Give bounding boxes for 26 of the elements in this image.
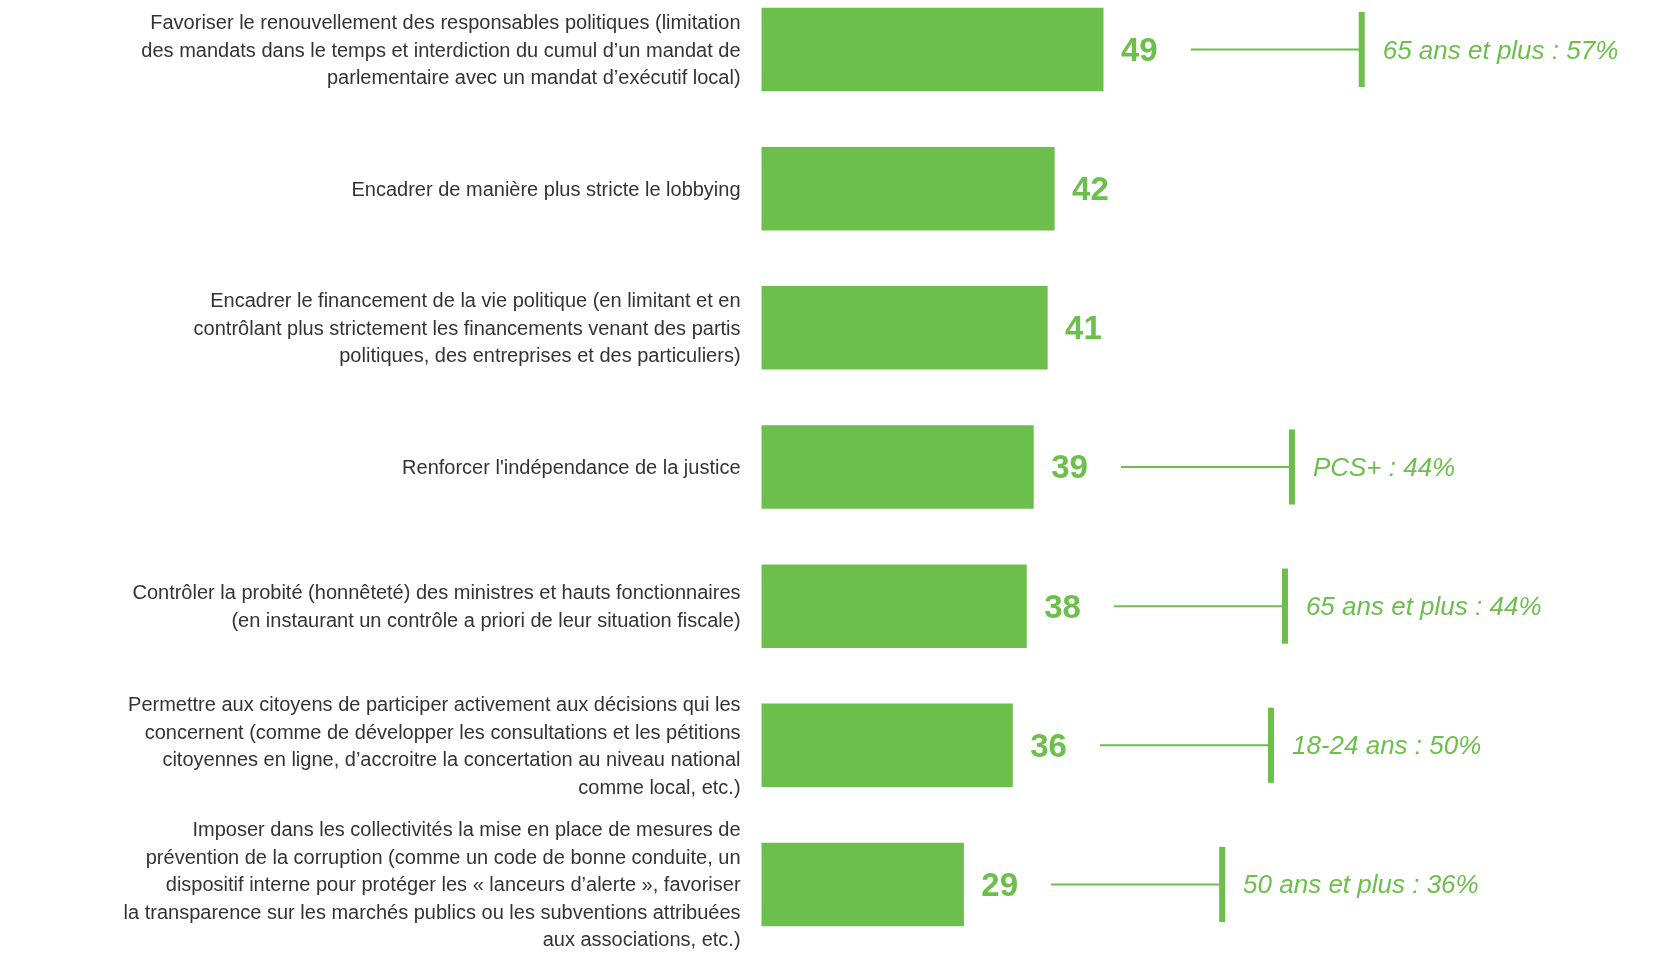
bar [761,7,1104,92]
data-label: 29 [981,865,1019,903]
data-label: 38 [1044,587,1081,625]
y-tick-label: Renforcer l'indépendance de la justice [402,455,741,478]
bar [761,842,964,927]
bar [761,146,1055,231]
text: PCS+ : 44% [1312,451,1456,482]
y-tick-label: Encadrer de manière plus stricte le lobbying [351,177,741,200]
text: 65 ans et plus : 44% [1305,591,1542,622]
bar [761,286,1048,370]
text: 50 ans et plus : 36% [1243,869,1479,900]
y-tick-label: Encadrer le financement de la vie politique (en limitant et en contrôlant plus strictement les financements venant des partis politiques, des entreprises et des particuliers) [193,289,741,367]
bar [761,425,1034,509]
bar [761,564,1027,648]
y-tick-label: Contrôler la probité (honnêteté) des ministres et hauts fonctionnaires (en instaurant un contrôle a priori de leur situation fiscale) [132,581,741,631]
y-tick-label: Permettre aux citoyens de participer activement aux décisions qui les concernent (comme de développer les consultations et les pétitions citoyennes en ligne, d’accroitre la concertation au niveau national comme local, etc.) [128,693,741,798]
y-tick-label: Favoriser le renouvellement des responsables politiques (limitation des mandats dans le temps et interdiction du cumul d’un mandat de parlementaire avec un mandat d’exécutif local) [141,11,741,89]
data-label: 49 [1120,31,1158,69]
bar [761,703,1013,788]
data-label: 41 [1065,309,1102,347]
text: 18-24 ans : 50% [1291,730,1482,761]
data-label: 42 [1072,170,1109,208]
data-label: 39 [1051,448,1088,486]
data-label: 36 [1030,726,1067,764]
y-tick-label: Imposer dans les collectivités la mise en place de mesures de prévention de la corruption (comme un code de bonne conduite, un dispositif interne pour protéger les « lanceurs d’alerte », favoriser la transparence sur les marchés publics ou les subventions attribuées aux associations, etc.) [123,818,741,951]
text: 65 ans et plus : 57% [1382,34,1619,65]
